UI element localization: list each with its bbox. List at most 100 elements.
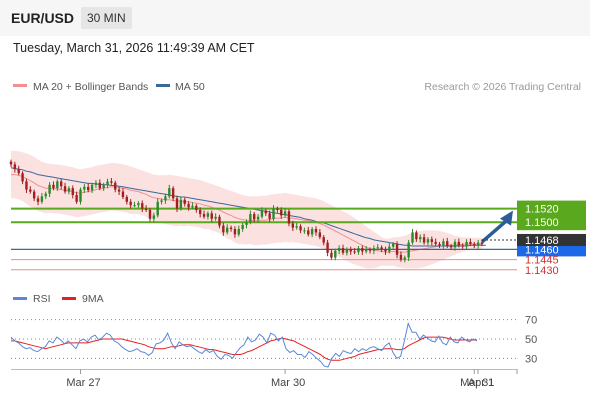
candle (245, 219, 248, 229)
x-tick-label: Mar 30 (271, 377, 305, 389)
candle (218, 214, 221, 229)
candle (148, 207, 152, 222)
candle (384, 246, 387, 255)
candle-body (202, 214, 206, 217)
candle (322, 235, 325, 246)
candle (446, 237, 449, 249)
candle (357, 246, 360, 255)
candle-body (90, 184, 94, 191)
candle (260, 207, 264, 219)
candle-body (449, 246, 453, 248)
candle (79, 187, 82, 205)
candle (110, 178, 113, 185)
candle-body (299, 226, 302, 231)
candle-body (125, 197, 129, 202)
candle-body (13, 164, 17, 170)
candle (415, 230, 418, 242)
current-price-tag (517, 233, 586, 246)
candle (403, 255, 406, 263)
rsi-legend-swatch (13, 297, 27, 300)
candle-body (44, 193, 47, 197)
candle-body (183, 199, 186, 204)
candle-body (25, 181, 28, 190)
candle-body (98, 182, 101, 189)
candle (395, 241, 399, 259)
candle (411, 229, 414, 245)
candle (171, 186, 175, 202)
candle (407, 239, 410, 261)
candle-body (341, 248, 345, 253)
candle-body (476, 242, 480, 246)
candle (337, 245, 341, 255)
candle-body (241, 224, 244, 229)
candle (210, 210, 213, 223)
candle (380, 245, 383, 253)
timeframe-button[interactable]: 30 MIN (81, 7, 132, 29)
candle (345, 247, 349, 256)
candle-body (291, 223, 295, 228)
candle-body (206, 213, 210, 217)
candle-body (372, 248, 376, 251)
candle-body (453, 241, 457, 248)
candle-body (106, 181, 109, 185)
candle (299, 224, 302, 234)
candle-body (29, 189, 32, 192)
candle-body (21, 173, 24, 182)
credit-text: Research © 2026 Trading Central (424, 81, 581, 93)
candle (137, 201, 140, 208)
candle-body (419, 237, 422, 240)
candle (191, 202, 194, 210)
candle (32, 189, 36, 202)
candle (25, 178, 28, 193)
candle-body (326, 242, 329, 253)
resistance-label-1.1520: 1.1520 (525, 204, 559, 216)
rsi-legend: RSI 9MA (13, 293, 104, 305)
candle (295, 222, 298, 230)
candle (198, 207, 202, 218)
candle-body (318, 232, 322, 238)
candle-body (48, 184, 51, 194)
candle (422, 233, 426, 245)
candle (29, 186, 32, 194)
candle (349, 246, 352, 255)
chart-header: EUR/USD 30 MIN (0, 0, 590, 36)
candle-body (465, 241, 468, 246)
candle-body (102, 184, 105, 189)
ma20-legend-label: MA 20 + Bollinger Bands (33, 81, 148, 93)
candle (36, 195, 40, 206)
resistance-label-1.1500: 1.1500 (525, 217, 559, 229)
candle-body (121, 191, 125, 198)
candle (434, 238, 437, 246)
candle-body (295, 226, 298, 228)
candle-body (237, 229, 240, 235)
candle-body (87, 186, 90, 191)
candle (59, 178, 63, 190)
candle-body (438, 243, 441, 246)
candle-body (17, 169, 20, 174)
candle (175, 195, 179, 212)
candle-body (83, 186, 86, 190)
candle-body (156, 201, 159, 216)
candle (152, 212, 156, 223)
candle-body (114, 182, 117, 190)
rsi-tick-70: 70 (525, 315, 537, 327)
candle-body (129, 201, 132, 206)
candle (399, 251, 403, 262)
candle (318, 229, 322, 240)
candle (372, 245, 376, 255)
candle (419, 234, 422, 243)
candle-body (63, 186, 67, 192)
candle (465, 239, 468, 250)
candle (17, 165, 20, 176)
symbol-title: EUR/USD (11, 10, 75, 26)
candle (442, 238, 445, 249)
price-levels (11, 207, 517, 271)
candle-body (168, 188, 171, 197)
candle-body (422, 237, 426, 243)
candle (392, 241, 395, 250)
candle (229, 225, 233, 232)
candle (430, 236, 434, 246)
candle-body (364, 249, 368, 252)
candle-body (442, 241, 445, 246)
candle-body (225, 227, 229, 233)
